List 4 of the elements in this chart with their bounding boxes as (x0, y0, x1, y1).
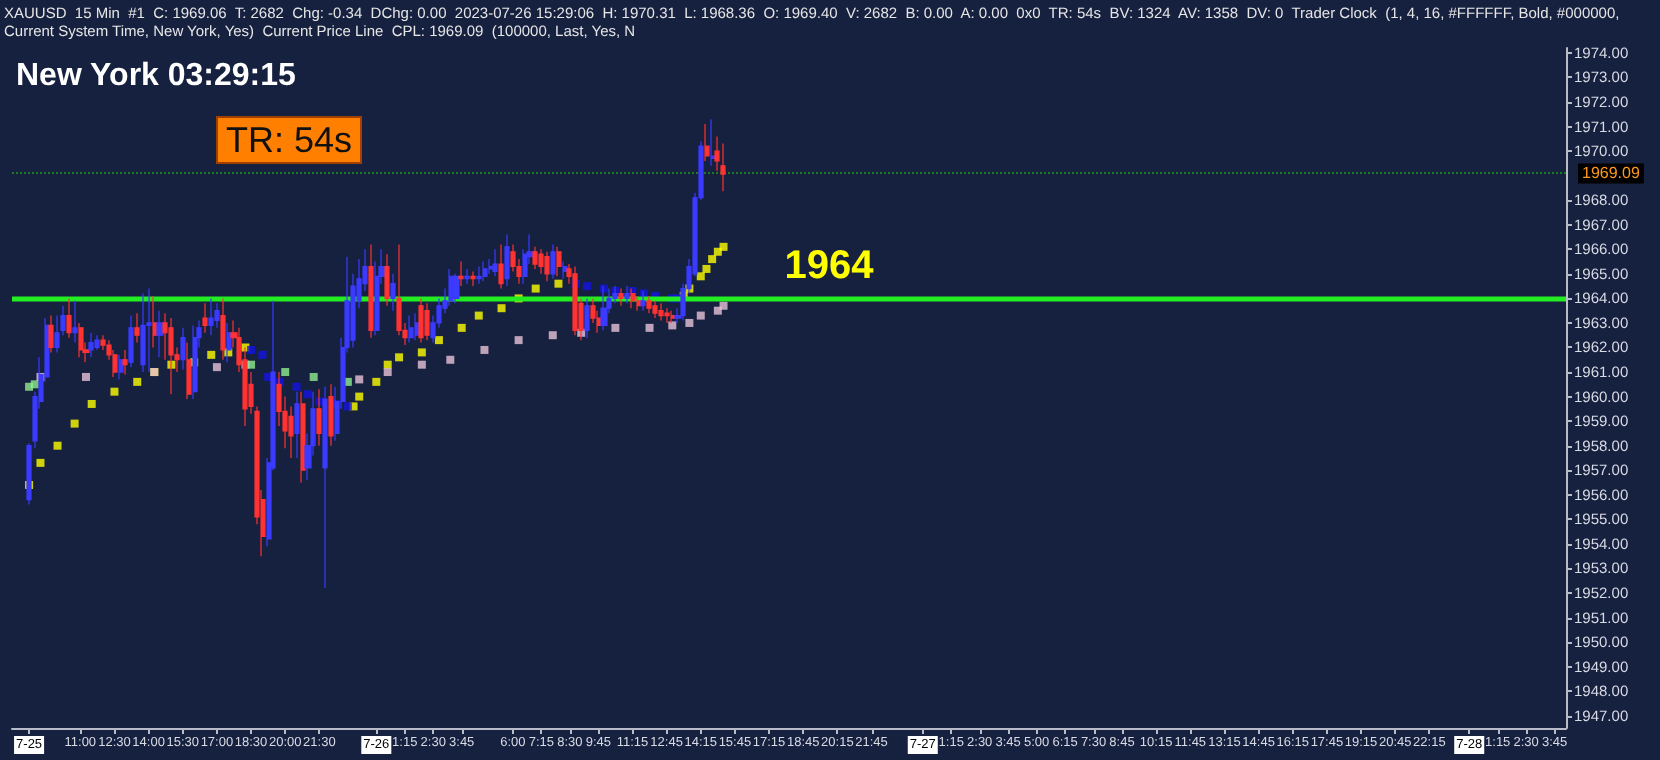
ref-line-label: 1969.09 (1582, 164, 1641, 183)
annotation: TR: 54s (226, 120, 353, 160)
annotation: New York 03:29:15 (16, 59, 297, 93)
ref-line-label: 1964 (784, 244, 876, 289)
